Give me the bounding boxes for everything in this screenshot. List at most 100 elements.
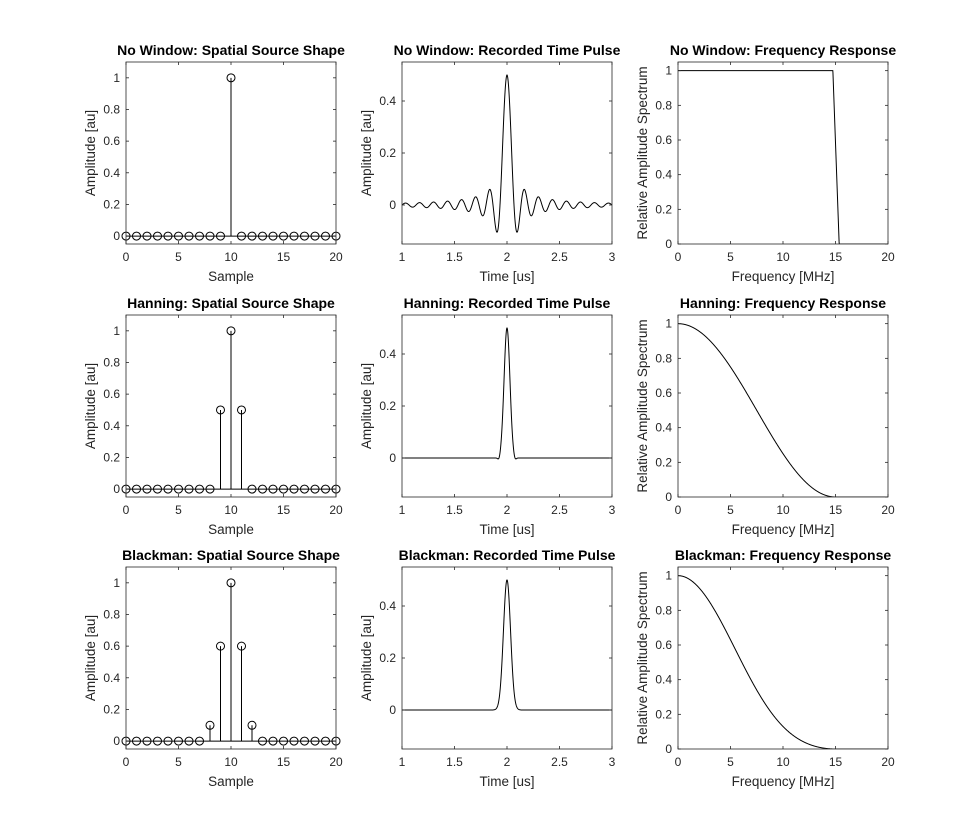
y-tick-label: 0 (389, 198, 396, 212)
x-axis-label: Sample (208, 269, 254, 284)
x-tick-label: 20 (329, 503, 343, 517)
chart-title: No Window: Frequency Response (670, 42, 896, 58)
stem-marker (216, 405, 225, 415)
y-tick-label: 0 (665, 742, 672, 756)
plot-area (126, 77, 336, 237)
stem-marker (132, 484, 141, 494)
y-tick-label: 1 (665, 317, 672, 331)
stem-marker (142, 484, 152, 494)
y-axis-label: Amplitude [au] (83, 615, 98, 701)
stem-marker (205, 720, 215, 730)
stem-marker (258, 484, 267, 494)
y-tick-label: 0.4 (655, 421, 672, 435)
axes-box (677, 566, 889, 750)
stem-marker (205, 231, 215, 241)
stem-marker (289, 484, 299, 494)
y-tick-label: 0 (389, 703, 396, 717)
x-tick-label: 5 (175, 755, 182, 769)
stem-marker (142, 231, 152, 241)
y-tick-label: 0 (665, 490, 672, 504)
chart-title: Hanning: Frequency Response (680, 295, 886, 311)
stem-marker (142, 736, 152, 746)
x-tick-label: 0 (675, 755, 682, 769)
chart-title: Hanning: Spatial Source Shape (127, 295, 335, 311)
y-tick-label: 0.8 (103, 102, 120, 116)
y-tick-label: 0.8 (103, 607, 120, 621)
y-axis-label: Amplitude [au] (359, 615, 374, 701)
x-tick-label: 0 (123, 755, 130, 769)
y-tick-label: 0.6 (103, 639, 120, 653)
stem-marker (184, 231, 194, 241)
stem-marker (237, 231, 246, 241)
x-axis-label: Frequency [MHz] (732, 269, 835, 284)
stem-marker (310, 231, 320, 241)
y-tick-label: 0.8 (655, 603, 672, 617)
y-tick-label: 0.2 (103, 450, 120, 464)
x-tick-label: 10 (776, 503, 790, 517)
chart-title: Blackman: Spatial Source Shape (122, 547, 340, 563)
x-tick-label: 1 (399, 503, 406, 517)
x-tick-label: 0 (675, 250, 682, 264)
x-tick-label: 20 (881, 503, 895, 517)
stem-marker (237, 405, 246, 415)
y-axis-label: Relative Amplitude Spectrum (635, 66, 650, 239)
x-tick-label: 15 (277, 503, 291, 517)
subplot-3: 0 5 10 15 20 0 0.2 0.4 0.6 0.8 1 No Window: Frequen… (635, 42, 896, 284)
y-tick-label: 0.2 (655, 202, 672, 216)
y-tick-label: 0.6 (103, 387, 120, 401)
y-tick-label: 0.4 (103, 166, 120, 180)
stem-marker (132, 231, 141, 241)
stem-marker (258, 736, 267, 746)
y-tick-label: 0.2 (379, 146, 396, 160)
series-line (678, 323, 888, 497)
y-tick-label: 0.4 (655, 673, 672, 687)
stem-marker (226, 578, 236, 588)
chart-title: No Window: Spatial Source Shape (117, 42, 345, 58)
stem-marker (247, 231, 257, 241)
y-tick-label: 1 (113, 576, 120, 590)
subplot-1: 0 5 10 15 20 0 0.2 0.4 0.6 0.8 1 No Window: Spatial… (83, 42, 345, 284)
stem-marker (153, 484, 162, 494)
y-tick-label: 0.8 (655, 98, 672, 112)
chart-title: Blackman: Recorded Time Pulse (399, 547, 616, 563)
plot-area (678, 575, 888, 749)
stem-marker (310, 736, 320, 746)
x-tick-label: 15 (277, 250, 291, 264)
stem-marker (205, 484, 215, 494)
x-tick-label: 10 (776, 755, 790, 769)
axes-box (677, 314, 889, 498)
x-axis-label: Time [us] (479, 269, 534, 284)
y-tick-label: 0.8 (655, 351, 672, 365)
plot-area (126, 582, 336, 742)
stem-marker (163, 231, 173, 241)
stem-marker (279, 231, 288, 241)
axes-box (401, 61, 613, 245)
chart-title: Blackman: Frequency Response (675, 547, 892, 563)
x-tick-label: 0 (675, 503, 682, 517)
stem-marker (289, 736, 299, 746)
stem-marker (184, 736, 194, 746)
x-axis-label: Sample (208, 522, 254, 537)
x-tick-label: 20 (881, 250, 895, 264)
series-line (402, 74, 612, 233)
x-tick-label: 5 (727, 755, 734, 769)
stem-marker (237, 641, 246, 651)
stem-marker (279, 484, 288, 494)
x-tick-label: 3 (609, 250, 616, 264)
stem-marker (153, 231, 162, 241)
y-tick-label: 1 (113, 71, 120, 85)
x-tick-label: 1 (399, 250, 406, 264)
stem-marker (195, 484, 204, 494)
y-tick-label: 1 (665, 569, 672, 583)
y-tick-label: 0.6 (655, 133, 672, 147)
y-tick-label: 0.4 (379, 94, 396, 108)
stem-marker (289, 231, 299, 241)
y-axis-label: Relative Amplitude Spectrum (635, 571, 650, 744)
subplot-6: 0 5 10 15 20 0 0.2 0.4 0.6 0.8 1 Hanning: Frequency… (635, 295, 895, 537)
x-tick-label: 2 (504, 503, 511, 517)
x-tick-label: 1.5 (446, 250, 463, 264)
x-tick-label: 0 (123, 503, 130, 517)
axes-box (401, 566, 613, 750)
subplot-8: 1 1.5 2 2.5 3 0 0.2 0.4 Blackman: Recorded Time … (359, 547, 616, 789)
stem-marker (226, 73, 236, 83)
